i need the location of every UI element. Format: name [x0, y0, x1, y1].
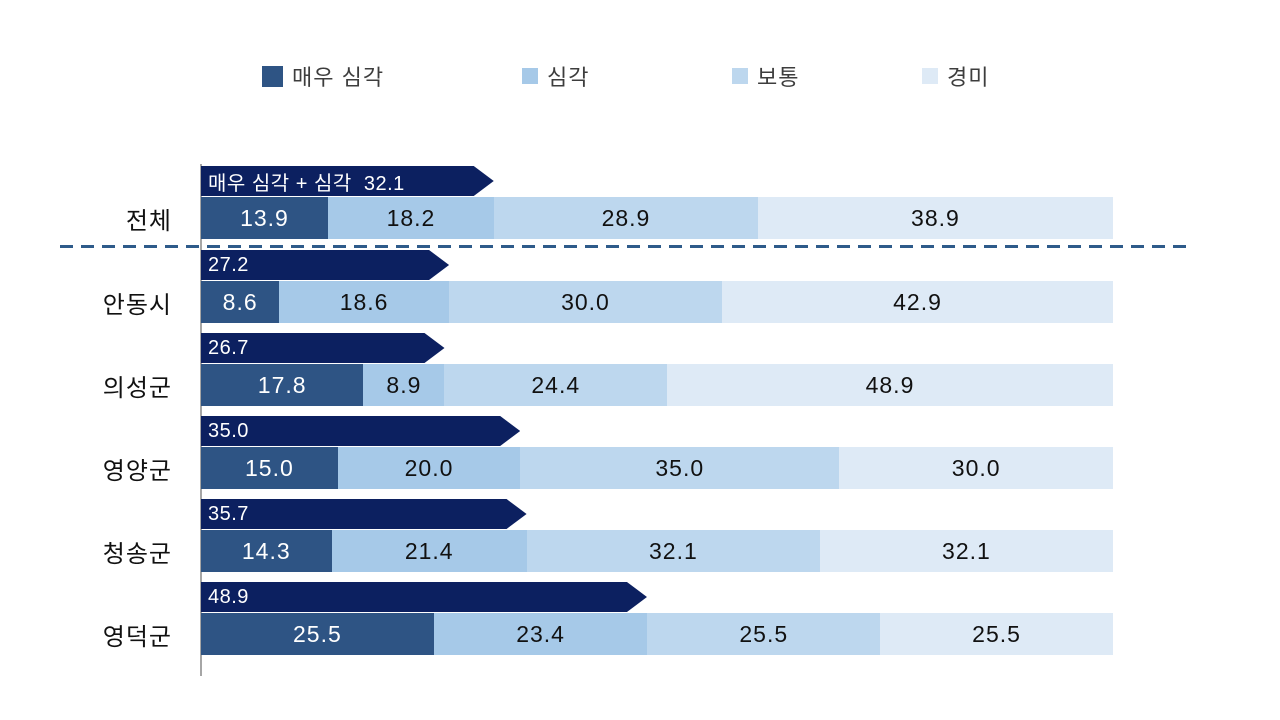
bar-segment: 25.5 — [647, 613, 881, 655]
segment-value: 15.0 — [245, 454, 294, 481]
row-label-5: 영덕군 — [102, 623, 172, 651]
bar-segment: 18.2 — [327, 197, 495, 239]
stacked-bar: 25.5 23.4 25.5 25.5 — [201, 613, 1113, 655]
legend-label: 매우 심각 — [292, 65, 385, 90]
legend: 매우 심각 심각 보통 경미 — [0, 0, 1280, 110]
row-group-3: 35.0 15.0 20.0 35.0 30.0 — [201, 416, 1113, 489]
segment-value: 25.5 — [739, 620, 789, 647]
row-label-4: 청송군 — [102, 540, 172, 568]
row-group-2: 26.7 17.8 8.9 24.4 48.9 — [201, 333, 1113, 406]
segment-value: 17.8 — [257, 371, 307, 398]
bar-segment: 18.6 — [279, 281, 449, 323]
bar-segment: 30.0 — [839, 447, 1113, 489]
bar-segment: 23.4 — [433, 613, 648, 655]
bar-segment: 13.9 — [201, 197, 328, 239]
bar-segment: 20.0 — [337, 447, 521, 489]
callout-arrow: 27.2 — [201, 250, 449, 280]
segment-value: 25.5 — [293, 620, 342, 647]
segment-value: 13.9 — [240, 204, 289, 231]
bar-segment: 32.1 — [819, 530, 1113, 572]
segment-value: 20.0 — [404, 454, 454, 481]
bar-segment: 15.0 — [201, 447, 338, 489]
bar-segment: 25.5 — [880, 613, 1113, 655]
stacked-bar: 17.8 8.9 24.4 48.9 — [201, 364, 1113, 406]
bar-segment: 25.5 — [201, 613, 434, 655]
legend-swatch-icon — [522, 68, 538, 84]
bar-segment: 35.0 — [520, 447, 840, 489]
callout-arrow: 35.7 — [201, 499, 527, 529]
stacked-bar: 15.0 20.0 35.0 30.0 — [201, 447, 1113, 489]
segment-value: 28.9 — [601, 204, 651, 231]
callout-arrow: 48.9 — [201, 582, 647, 612]
row-label-0: 전체 — [125, 207, 172, 235]
row-label-1: 안동시 — [102, 291, 172, 319]
bar-segment: 17.8 — [201, 364, 364, 406]
callout-arrow: 매우 심각 + 심각 32.1 — [201, 166, 494, 196]
segment-value: 24.4 — [531, 371, 581, 398]
row-group-5: 48.9 25.5 23.4 25.5 25.5 — [201, 582, 1113, 655]
stacked-bar: 14.3 21.4 32.1 32.1 — [201, 530, 1113, 572]
bar-segment: 21.4 — [331, 530, 527, 572]
legend-swatch-icon — [922, 68, 938, 84]
callout-label: 26.7 — [208, 336, 249, 359]
segment-value: 8.6 — [222, 288, 258, 315]
row-group-1: 27.2 8.6 18.6 30.0 42.9 — [201, 250, 1113, 323]
bar-segment: 42.9 — [722, 281, 1113, 323]
row-label-2: 의성군 — [102, 374, 172, 402]
bar-segment: 30.0 — [448, 281, 723, 323]
segment-value: 30.0 — [951, 454, 1001, 481]
legend-swatch-icon — [732, 68, 748, 84]
bar-segment: 8.9 — [363, 364, 445, 406]
callout-arrow: 26.7 — [201, 333, 445, 363]
stacked-bar: 13.9 18.2 28.9 38.9 — [201, 197, 1113, 239]
bar-segment: 38.9 — [757, 197, 1113, 239]
segment-value: 35.0 — [655, 454, 705, 481]
row-label-3: 영양군 — [102, 457, 172, 485]
legend-label: 경미 — [947, 65, 990, 90]
bar-segment: 14.3 — [201, 530, 332, 572]
legend-label: 심각 — [547, 65, 590, 90]
bar-segment: 8.6 — [201, 281, 280, 323]
segment-value: 14.3 — [241, 537, 291, 564]
stacked-bar: 8.6 18.6 30.0 42.9 — [201, 281, 1113, 323]
row-group-4: 35.7 14.3 21.4 32.1 32.1 — [201, 499, 1113, 572]
segment-value: 42.9 — [893, 288, 942, 315]
legend-item-2: 보통 — [732, 62, 799, 90]
segment-value: 8.9 — [386, 371, 422, 398]
segment-value: 38.9 — [911, 204, 960, 231]
segment-value: 21.4 — [404, 537, 454, 564]
legend-item-0: 매우 심각 — [262, 62, 384, 90]
plot-area: 매우 심각 + 심각 32.1 13.9 18.2 28.9 38.9 27.2 8.6 18… — [201, 0, 1113, 720]
segment-value: 32.1 — [649, 537, 698, 564]
legend-label: 보통 — [757, 65, 800, 90]
bar-segment: 48.9 — [667, 364, 1113, 406]
row-group-0: 매우 심각 + 심각 32.1 13.9 18.2 28.9 38.9 — [201, 166, 1113, 239]
bar-segment: 24.4 — [444, 364, 667, 406]
segment-value: 48.9 — [865, 371, 915, 398]
total-separator-dashed-line — [60, 245, 1192, 248]
bar-segment: 32.1 — [526, 530, 820, 572]
legend-swatch-icon — [262, 65, 283, 87]
callout-label: 27.2 — [208, 253, 249, 276]
legend-item-3: 경미 — [922, 62, 989, 90]
callout-label: 매우 심각 + 심각 32.1 — [208, 172, 405, 195]
segment-value: 32.1 — [942, 537, 991, 564]
callout-arrow: 35.0 — [201, 416, 520, 446]
bar-segment: 28.9 — [494, 197, 758, 239]
segment-value: 25.5 — [972, 620, 1021, 647]
segment-value: 18.2 — [386, 204, 436, 231]
callout-label: 35.7 — [208, 502, 249, 525]
segment-value: 23.4 — [516, 620, 565, 647]
legend-item-1: 심각 — [522, 62, 589, 90]
segment-value: 18.6 — [339, 288, 389, 315]
callout-label: 48.9 — [208, 585, 249, 608]
callout-label: 35.0 — [208, 419, 249, 442]
segment-value: 30.0 — [561, 288, 610, 315]
